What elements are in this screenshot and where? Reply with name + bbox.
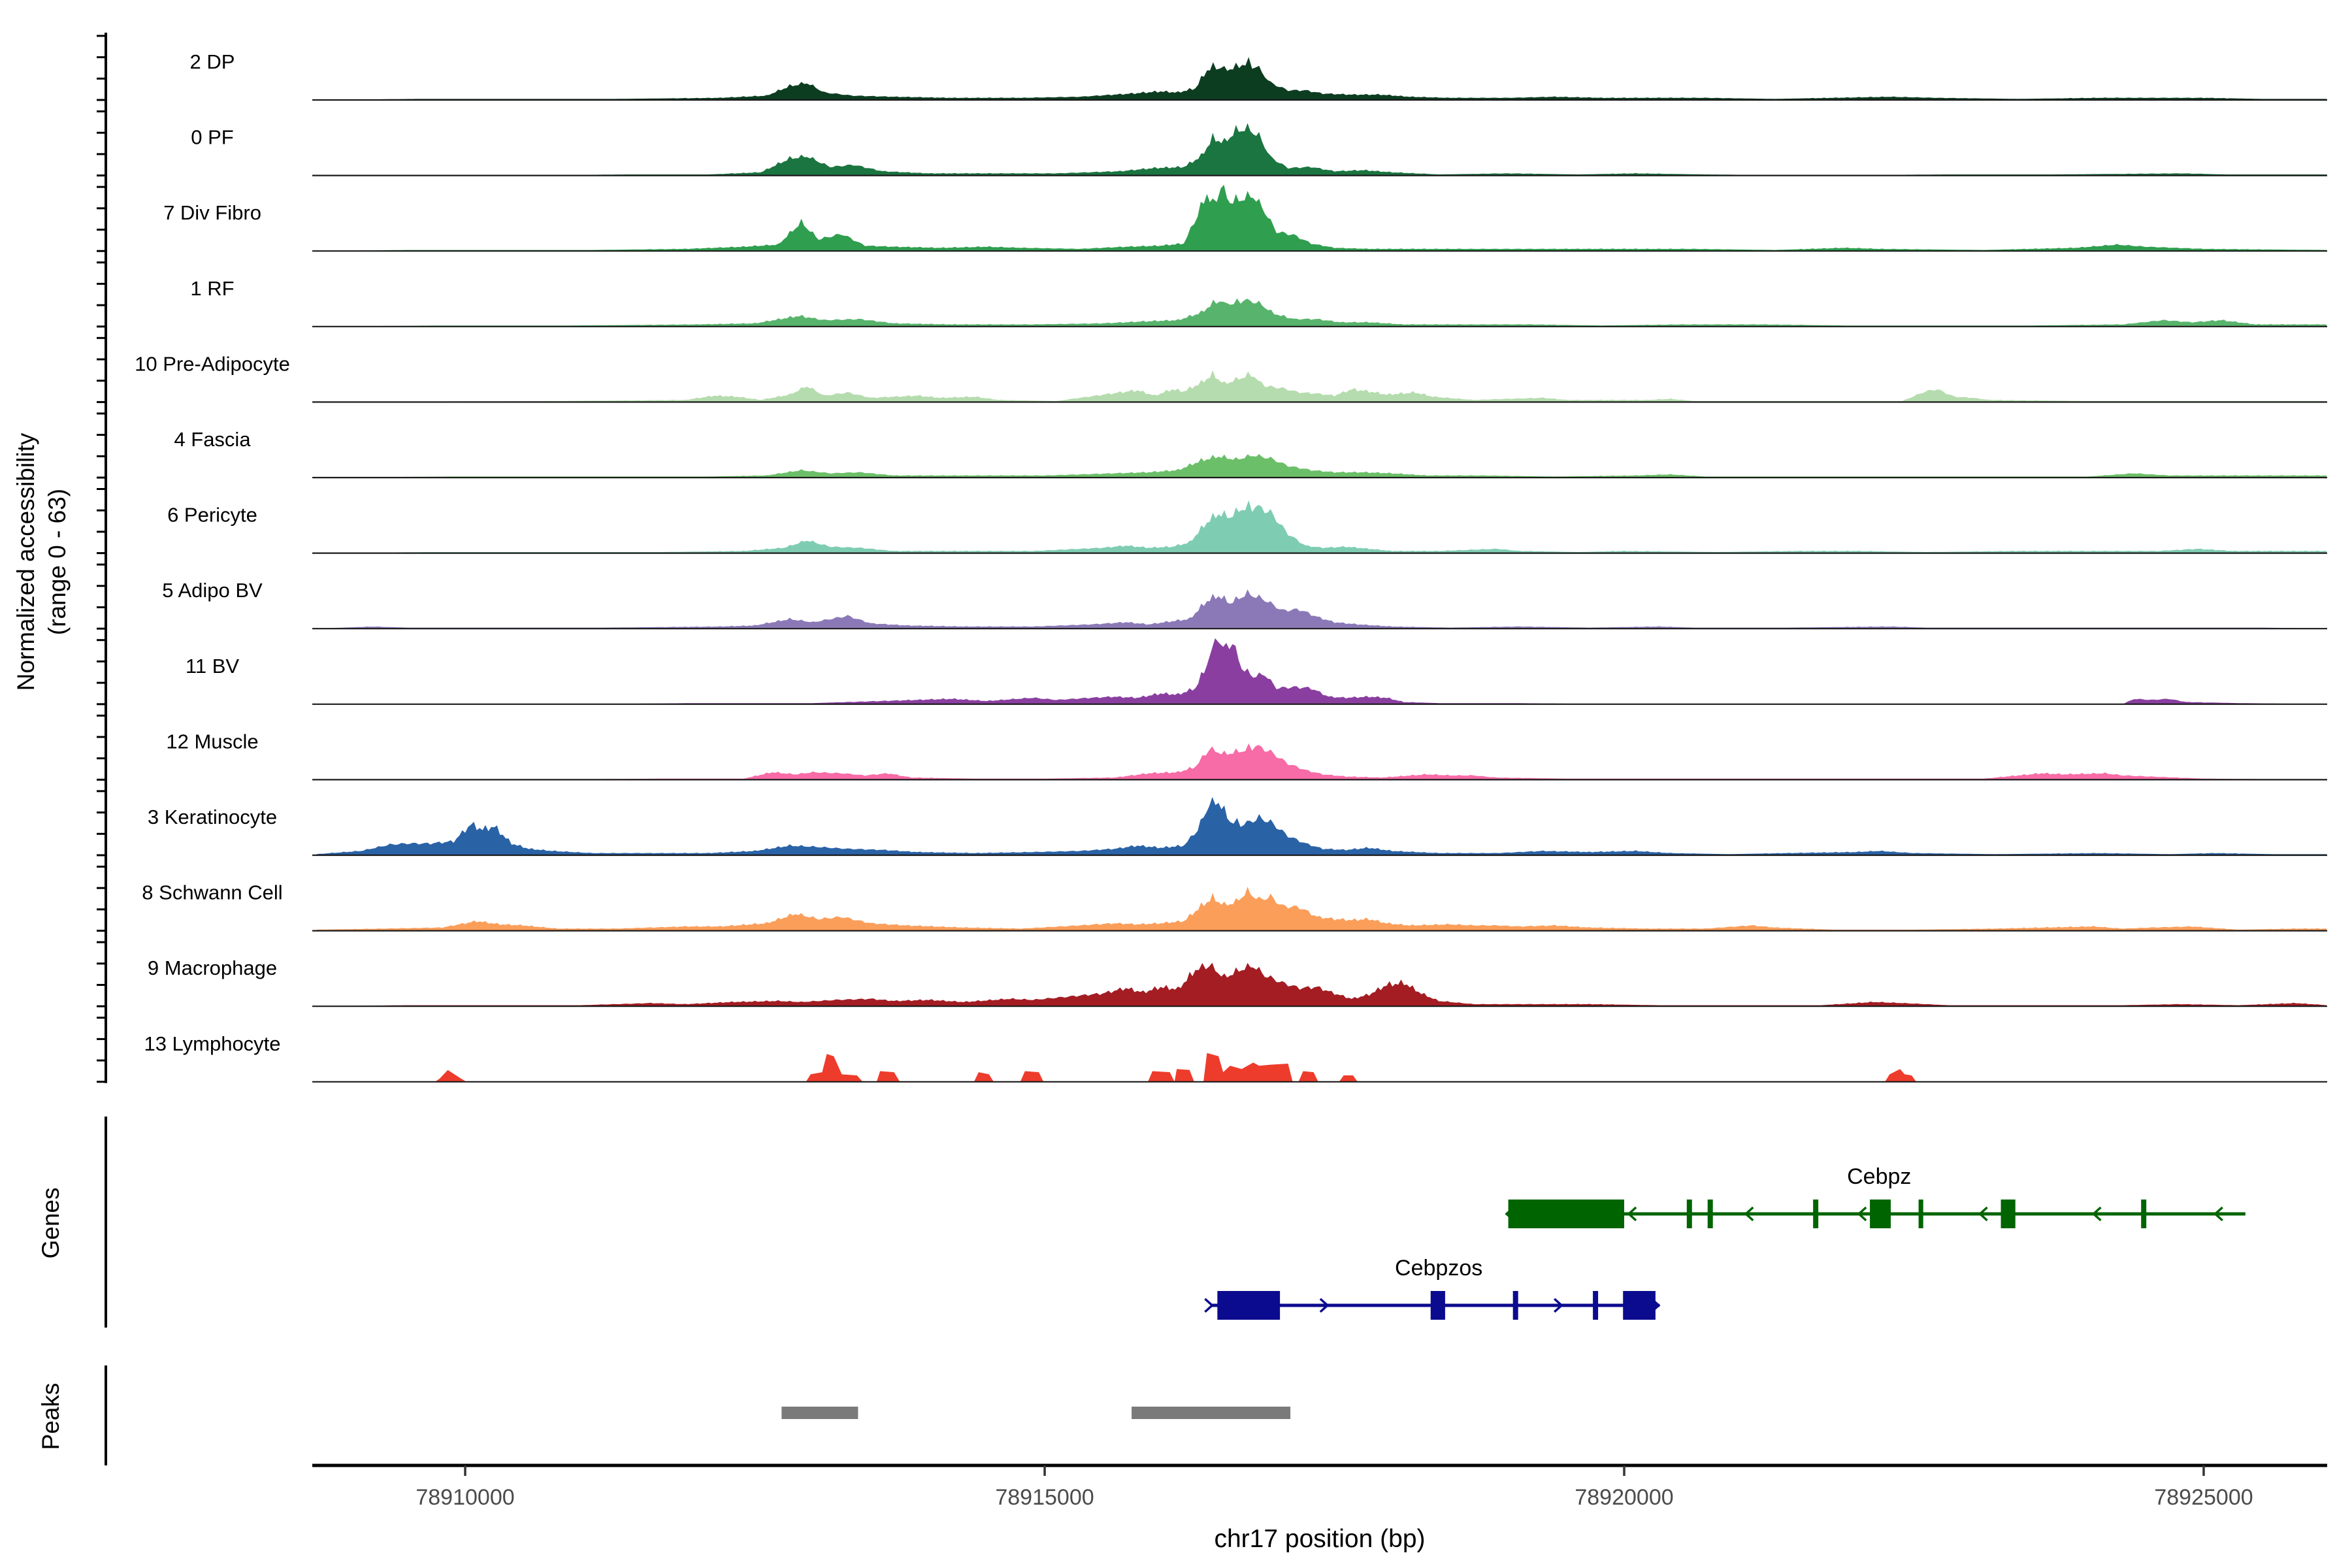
track-area-13-lymphocyte <box>314 1053 2327 1082</box>
track-label-1-rf: 1 RF <box>190 277 234 300</box>
track-area-3-keratinocyte <box>314 796 2327 855</box>
track-area-10-pre-adipocyte <box>314 370 2327 402</box>
x-axis-tick-label: 78920000 <box>1575 1485 1673 1510</box>
gene-label-cebpz: Cebpz <box>1847 1164 1911 1189</box>
track-area-9-macrophage <box>314 962 2327 1007</box>
x-axis-title: chr17 position (bp) <box>1214 1525 1425 1553</box>
gene-exon-cebpzos <box>1593 1291 1599 1320</box>
x-axis-tick-label: 78925000 <box>2154 1485 2253 1510</box>
track-label-11-bv: 11 BV <box>186 655 239 678</box>
gene-exon-cebpzos <box>1430 1291 1445 1320</box>
strand-arrow-right <box>1204 1298 1214 1313</box>
track-area-4-fascia <box>314 454 2327 478</box>
track-label-9-macrophage: 9 Macrophage <box>148 956 277 979</box>
gene-exon-cebpzos <box>1217 1291 1281 1320</box>
strand-arrow-left <box>1744 1206 1754 1222</box>
track-label-3-keratinocyte: 3 Keratinocyte <box>148 806 277 828</box>
strand-arrow-right <box>1554 1298 1563 1313</box>
track-area-5-adipo-bv <box>314 589 2327 629</box>
track-label-6-pericyte: 6 Pericyte <box>167 504 257 527</box>
track-area-0-pf <box>314 123 2327 176</box>
strand-arrow-left <box>1627 1206 1637 1222</box>
strand-arrow-left <box>2091 1206 2102 1222</box>
track-label-0-pf: 0 PF <box>191 126 233 149</box>
track-label-13-lymphocyte: 13 Lymphocyte <box>144 1032 280 1055</box>
genes-section-label: Genes <box>37 1187 64 1258</box>
peak-call-bar <box>781 1407 858 1419</box>
gene-exon-cebpzos <box>1512 1291 1518 1320</box>
gene-exon-cebpz <box>1508 1200 1624 1228</box>
x-axis-tick-label: 78910000 <box>416 1485 514 1510</box>
gene-label-cebpzos: Cebpzos <box>1395 1256 1482 1281</box>
strand-arrow-left <box>1978 1206 1988 1222</box>
gene-exon-cebpz <box>2141 1200 2147 1228</box>
track-area-12-muscle <box>314 743 2327 780</box>
track-label-12-muscle: 12 Muscle <box>166 730 258 753</box>
peak-call-bar <box>1132 1407 1291 1419</box>
strand-arrow-left <box>2213 1206 2223 1222</box>
track-label-7-div-fibro: 7 Div Fibro <box>163 201 261 224</box>
strand-arrow-left <box>1505 1206 1515 1222</box>
gene-exon-cebpz <box>1707 1200 1713 1228</box>
track-label-8-schwann-cell: 8 Schwann Cell <box>142 881 282 904</box>
track-area-1-rf <box>314 298 2327 327</box>
strand-arrow-right <box>1319 1298 1330 1313</box>
track-label-4-fascia: 4 Fascia <box>174 428 251 451</box>
strand-arrow-left <box>1857 1206 1867 1222</box>
gene-exon-cebpz <box>2001 1200 2016 1228</box>
gene-exon-cebpz <box>1918 1200 1923 1228</box>
peaks-section-label: Peaks <box>37 1383 64 1450</box>
track-area-8-schwann-cell <box>314 887 2327 931</box>
gene-exon-cebpz <box>1870 1200 1891 1228</box>
track-area-2-dp <box>314 57 2327 100</box>
y-axis-title-line2: (range 0 - 63) <box>44 489 71 635</box>
track-label-5-adipo-bv: 5 Adipo BV <box>162 579 263 602</box>
x-axis-tick-label: 78915000 <box>995 1485 1094 1510</box>
gene-exon-cebpz <box>1813 1200 1819 1228</box>
track-label-2-dp: 2 DP <box>190 50 235 73</box>
gene-exon-cebpz <box>1686 1200 1692 1228</box>
strand-arrow-right <box>1650 1298 1661 1313</box>
track-label-10-pre-adipocyte: 10 Pre-Adipocyte <box>135 352 290 375</box>
y-axis-title-line1: Normalized accessibility <box>12 433 39 691</box>
gene-exon-cebpzos <box>1623 1291 1656 1320</box>
